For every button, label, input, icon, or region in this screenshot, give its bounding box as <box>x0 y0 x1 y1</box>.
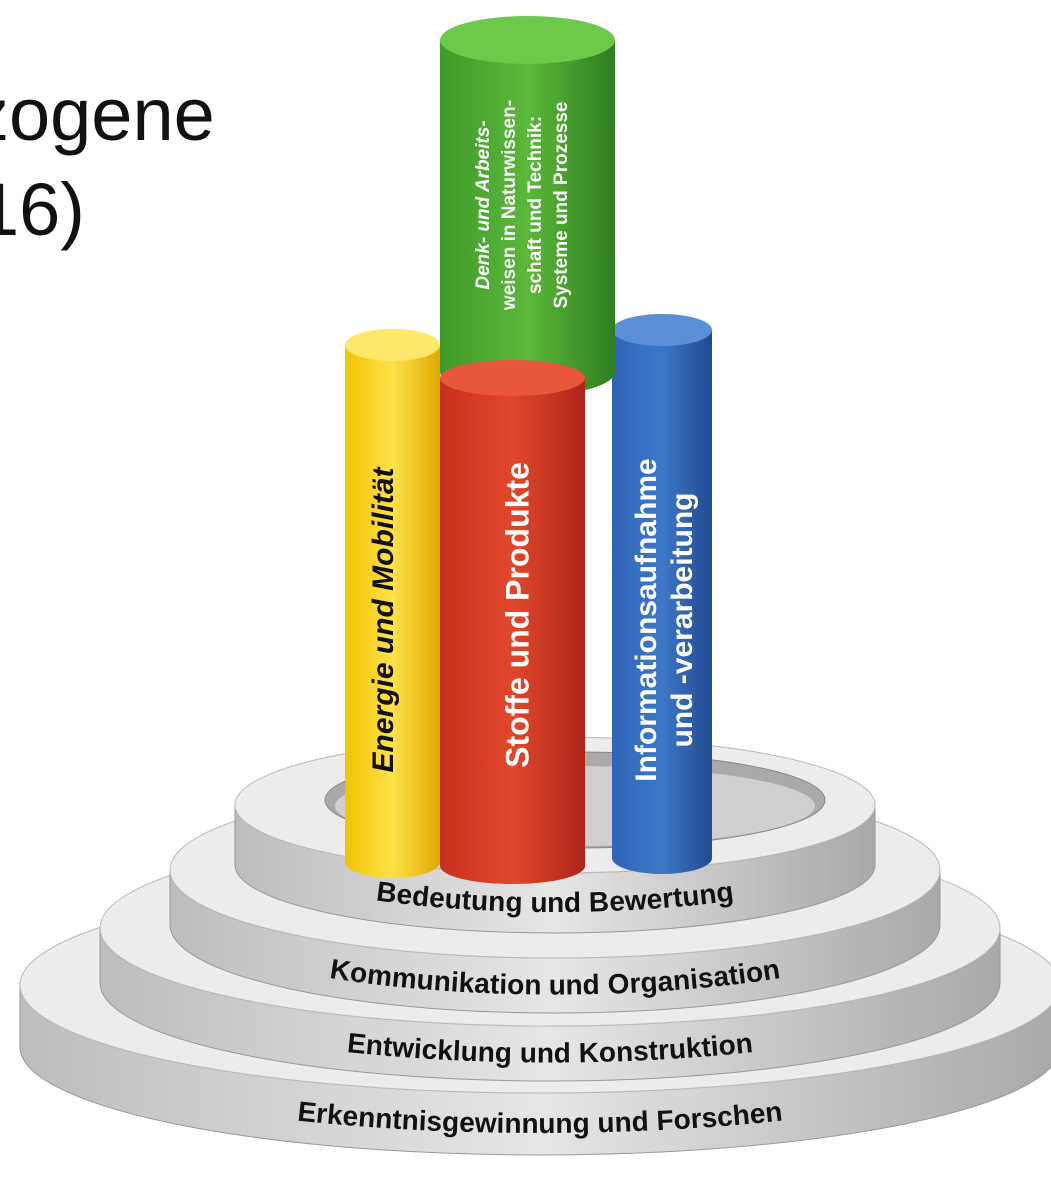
title-line: zogene <box>0 73 215 156</box>
pillar-label: Energie und Mobilität <box>367 465 400 772</box>
pillars: Energie und Mobilität Informationsaufnahm… <box>345 16 712 884</box>
title-line: 16) <box>0 168 85 251</box>
pillar-label: weisen in Naturwissen- <box>499 100 520 311</box>
pillar-cap <box>345 329 440 361</box>
pillar-label: Systeme und Prozesse <box>551 102 572 309</box>
pillar-label: Denk- und Arbeits- <box>473 120 494 289</box>
pillar-label: Informationsaufnahme <box>630 458 663 781</box>
pillar-cap <box>612 314 712 346</box>
pillar-label: Stoffe und Produkte <box>499 462 535 768</box>
pillar-label: schaft und Technik: <box>525 116 546 294</box>
diagram: zogene 16) Erkenntnisgewinnung und Forsc… <box>0 0 1051 1178</box>
pillar-cap <box>440 360 585 396</box>
pillar-label: und -verarbeitung <box>666 492 699 747</box>
pillar-cap <box>440 16 615 64</box>
